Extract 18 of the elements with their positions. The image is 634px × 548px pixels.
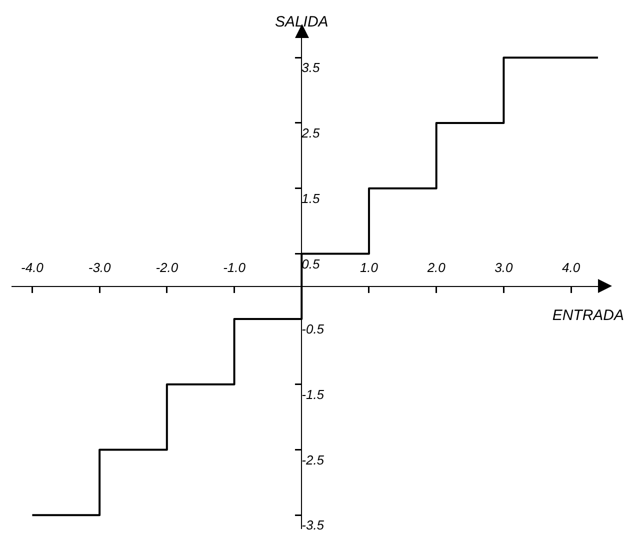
y-axis-title: SALIDA bbox=[274, 14, 328, 31]
x-tick-label: -4.0 bbox=[21, 260, 44, 275]
y-tick-label: -3.5 bbox=[302, 518, 325, 533]
y-tick-label: 0.5 bbox=[302, 256, 320, 272]
x-tick-label: -3.0 bbox=[88, 260, 112, 275]
y-tick-label: -0.5 bbox=[302, 322, 325, 337]
y-tick-label: -1.5 bbox=[302, 387, 325, 402]
x-tick-label: 2.0 bbox=[426, 260, 446, 275]
y-tick-label: 1.5 bbox=[302, 190, 320, 206]
x-tick-label: 1.0 bbox=[360, 260, 379, 275]
x-axis-title: ENTRADA bbox=[552, 307, 624, 324]
x-tick-label: 4.0 bbox=[562, 260, 581, 275]
x-tick-label: -2.0 bbox=[156, 260, 179, 275]
y-tick-label: -2.5 bbox=[302, 452, 325, 468]
y-tick-label: 2.5 bbox=[300, 126, 320, 141]
y-tick-label: 3.5 bbox=[302, 60, 320, 76]
x-tick-label: 3.0 bbox=[494, 260, 514, 275]
x-tick-label: -1.0 bbox=[223, 260, 246, 275]
